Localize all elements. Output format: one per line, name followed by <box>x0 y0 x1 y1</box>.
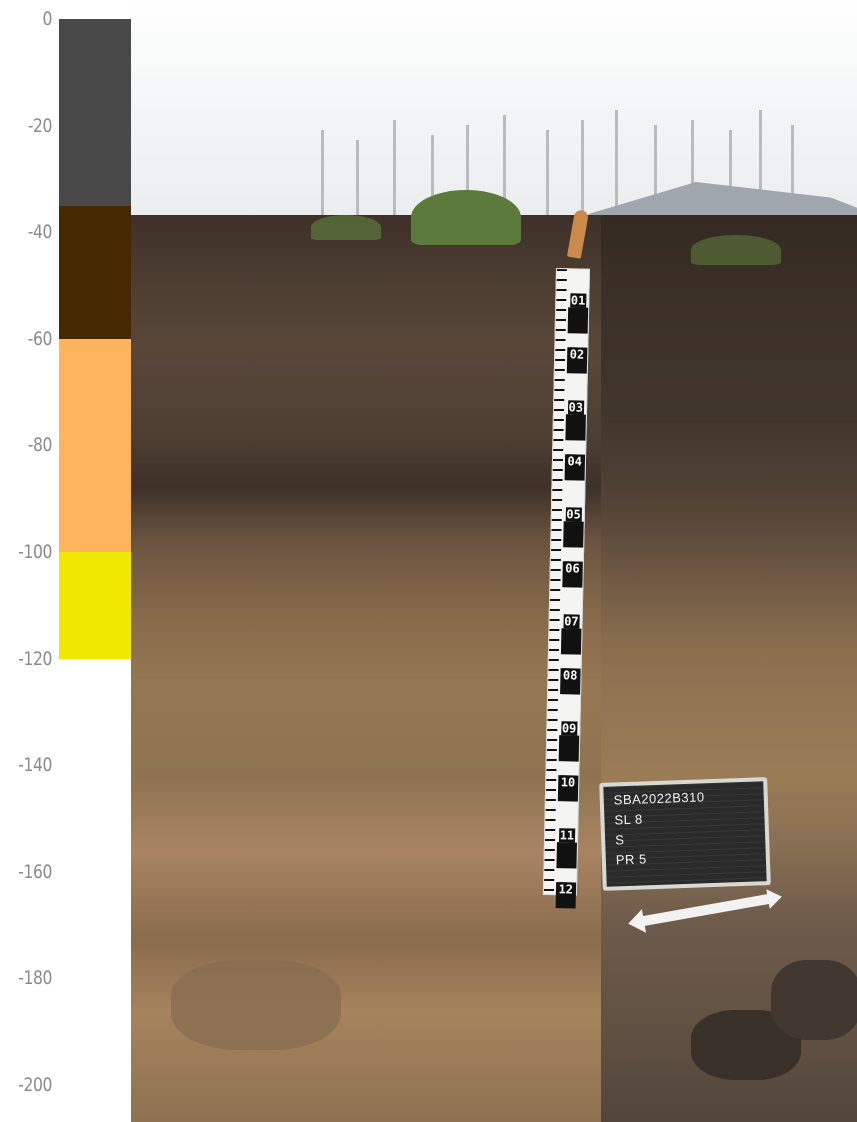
depth-tick-label: -160 <box>18 860 52 883</box>
soil-profile-photo: 01 02 03 04 05 06 07 08 09 10 11 12 SBA2022B310 SL 8… <box>131 0 857 1122</box>
ruler-number: 02 <box>568 346 586 362</box>
tree <box>356 140 359 260</box>
ruler-number: 04 <box>566 453 584 469</box>
grass-tuft <box>691 235 781 265</box>
ruler-number: 12 <box>557 881 575 897</box>
soil-clod <box>171 960 341 1050</box>
ruler-black-segment <box>558 735 580 762</box>
depth-tick-label: -60 <box>27 327 53 350</box>
depth-tick-label: -140 <box>18 754 52 777</box>
tree <box>615 110 618 260</box>
ruler-number: 03 <box>567 400 585 415</box>
grass-tuft <box>311 215 381 240</box>
tree <box>759 110 762 260</box>
ruler-black-segment <box>565 414 586 441</box>
depth-tick-label: -20 <box>27 114 53 137</box>
depth-tick-label: -40 <box>27 221 53 244</box>
ruler-number: 06 <box>564 560 581 576</box>
ruler-number: 01 <box>569 293 587 308</box>
soil-clod <box>771 960 857 1040</box>
depth-tick-label: 0 <box>42 8 52 30</box>
ruler-black-segment <box>556 842 577 869</box>
grass-tuft <box>411 190 521 245</box>
tree <box>654 125 657 260</box>
ruler-number: 08 <box>561 667 579 683</box>
board-text-line: SBA2022B310 <box>613 789 705 808</box>
sample-label-board: SBA2022B310 SL 8 S PR 5 <box>599 777 771 891</box>
ruler-black-segment <box>567 307 589 334</box>
tree <box>546 130 549 260</box>
ruler-black-segment <box>560 628 582 655</box>
depth-tick-label: -120 <box>18 647 52 670</box>
tree <box>321 130 324 260</box>
tree <box>503 115 506 260</box>
ruler-number: 05 <box>565 507 582 522</box>
ruler-number: 07 <box>563 614 580 629</box>
tree <box>393 120 396 260</box>
board-text-line: PR 5 <box>615 851 648 868</box>
depth-tick-label: -100 <box>18 541 52 563</box>
depth-tick-label: -180 <box>18 967 52 990</box>
board-text-line: S <box>614 832 625 848</box>
ruler-number: 09 <box>560 721 578 736</box>
depth-tick-label: -80 <box>27 434 53 457</box>
ruler-number: 11 <box>558 828 576 843</box>
ruler-black-segment <box>563 521 584 548</box>
ruler-number: 10 <box>559 774 577 790</box>
tree <box>581 120 584 260</box>
board-text-line: SL 8 <box>614 811 643 828</box>
depth-tick-label: -200 <box>18 1074 52 1096</box>
tree <box>791 125 794 260</box>
